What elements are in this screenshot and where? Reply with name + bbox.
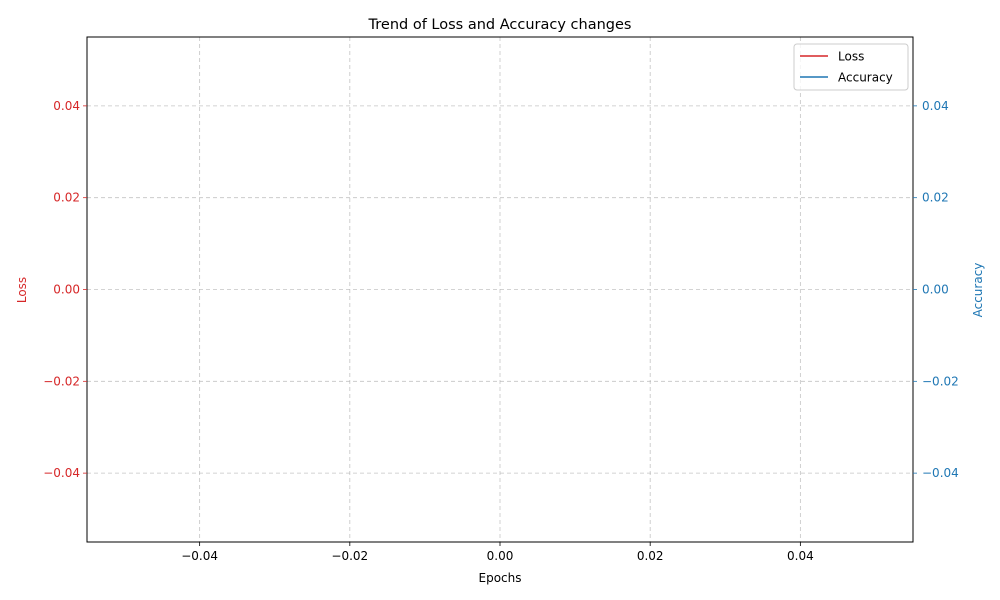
y-left-tick-label-0: −0.04 [43,466,80,480]
legend-label-loss: Loss [838,50,864,64]
x-tick-label-2: 0.00 [487,549,514,563]
y-right-tick-label-4: 0.04 [922,99,949,113]
y-axis-left-label: Loss [15,277,29,303]
y-left-tick-label-2: 0.00 [53,283,80,297]
grid-layer [87,37,913,542]
y-right-tick-label-3: 0.02 [922,191,949,205]
x-tick-label-1: −0.02 [331,549,368,563]
legend-label-accuracy: Accuracy [838,71,893,85]
x-tick-label-3: 0.02 [637,549,664,563]
x-axis-label: Epochs [479,571,522,585]
y-right-tick-label-0: −0.04 [922,466,959,480]
y-right-tick-label-2: 0.00 [922,283,949,297]
y-left-tick-label-3: 0.02 [53,191,80,205]
legend: Loss Accuracy [793,43,909,91]
y-left-tick-label-1: −0.02 [43,374,80,388]
x-tick-label-0: −0.04 [181,549,218,563]
y-axis-right-label: Accuracy [971,263,985,318]
ticks-layer: −0.04 −0.02 0.00 0.02 0.04 −0.04 −0.02 0.00 0.02… [43,99,959,563]
x-tick-label-4: 0.04 [787,549,814,563]
y-left-tick-label-4: 0.04 [53,99,80,113]
chart-title: Trend of Loss and Accuracy changes [368,17,632,33]
y-right-tick-label-1: −0.02 [922,374,959,388]
